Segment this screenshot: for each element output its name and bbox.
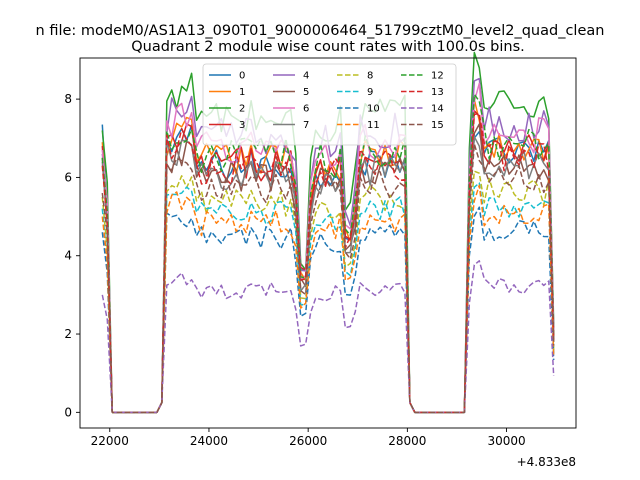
series-line-14 (101, 260, 555, 414)
y-tick-label: 2 (64, 327, 72, 341)
x-tick-label: 26000 (289, 434, 327, 448)
legend-label-14: 14 (431, 104, 444, 115)
y-tick-label: 8 (64, 92, 72, 106)
chart-title: Quadrant 2 module wise count rates with … (131, 39, 525, 55)
legend-label-10: 10 (367, 104, 380, 115)
x-tick-label: 30000 (487, 434, 525, 448)
plot-frame (79, 57, 577, 429)
legend-label-7: 7 (303, 120, 309, 131)
legend-label-9: 9 (367, 87, 373, 98)
series-line-11 (101, 184, 555, 414)
series-line-6 (101, 82, 555, 414)
legend-label-1: 1 (239, 87, 245, 98)
y-tick-label: 0 (64, 405, 72, 419)
legend-label-3: 3 (239, 120, 245, 131)
legend-label-13: 13 (431, 87, 444, 98)
series-line-7 (101, 136, 555, 414)
legend-label-4: 4 (303, 71, 309, 82)
series-line-13 (101, 112, 555, 414)
series-line-15 (101, 143, 555, 414)
series-line-0 (101, 124, 555, 414)
y-tick-label: 4 (64, 249, 72, 263)
x-tick-label: 24000 (190, 434, 228, 448)
series-line-1 (101, 98, 555, 414)
x-tick-label: 28000 (388, 434, 426, 448)
legend-label-2: 2 (239, 104, 245, 115)
legend-label-5: 5 (303, 87, 309, 98)
x-tick-label: 22000 (91, 434, 129, 448)
x-axis: 22000 24000 26000 28000 30000 (91, 428, 526, 448)
legend-label-12: 12 (431, 71, 444, 82)
legend-label-8: 8 (367, 71, 373, 82)
legend-label-11: 11 (367, 120, 380, 131)
y-axis: 0 2 4 6 8 (64, 92, 80, 419)
legend-label-6: 6 (303, 104, 309, 115)
x-offset-label: +4.833e8 (517, 455, 576, 469)
legend-label-0: 0 (239, 71, 245, 82)
legend-label-15: 15 (431, 120, 444, 131)
series-line-10 (101, 206, 555, 414)
series-line-9 (101, 182, 555, 414)
series-line-8 (101, 170, 555, 414)
series-line-12 (101, 93, 555, 414)
legend-box (202, 63, 457, 146)
figure-suptitle: n file: modeM0/AS1A13_090T01_9000006464_… (36, 23, 605, 39)
y-tick-label: 6 (64, 170, 72, 184)
